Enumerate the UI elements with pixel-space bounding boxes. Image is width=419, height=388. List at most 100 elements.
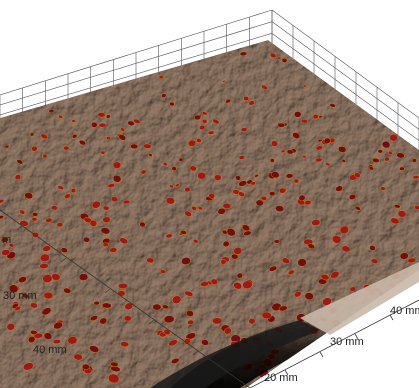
- red-spot: [0, 198, 5, 204]
- red-spot: [300, 119, 309, 124]
- red-spot: [293, 178, 299, 184]
- red-spot: [248, 318, 256, 325]
- red-spot: [162, 162, 168, 166]
- red-spot: [224, 327, 232, 335]
- red-spot: [243, 95, 249, 102]
- red-spot: [22, 293, 29, 299]
- red-spot: [399, 166, 405, 171]
- red-spot: [64, 193, 71, 199]
- red-spot: [63, 287, 72, 294]
- red-spot: [102, 216, 111, 223]
- red-spot: [124, 315, 132, 322]
- red-spot: [243, 230, 252, 236]
- red-spot: [372, 157, 380, 163]
- red-spot: [82, 363, 90, 370]
- red-spot: [325, 162, 331, 166]
- red-spot: [380, 186, 386, 191]
- red-spot: [407, 257, 417, 264]
- red-spot: [277, 56, 281, 60]
- red-spot: [273, 239, 280, 244]
- red-spot: [171, 358, 180, 364]
- red-spot: [288, 361, 299, 369]
- red-spot: [162, 304, 169, 310]
- red-spot: [271, 171, 280, 179]
- red-spot: [56, 222, 64, 228]
- red-spot: [41, 307, 52, 316]
- red-spot: [120, 341, 129, 348]
- red-spot: [280, 149, 286, 153]
- red-spot: [8, 284, 19, 293]
- red-spot: [102, 205, 110, 211]
- red-spot: [112, 174, 122, 183]
- red-spot: [172, 295, 182, 304]
- left-axis-label-top: m: [2, 234, 12, 246]
- red-spot: [307, 243, 315, 250]
- red-spot: [399, 252, 409, 260]
- red-spot: [6, 323, 15, 331]
- red-spot: [222, 202, 231, 209]
- red-spot: [73, 353, 83, 361]
- red-spot: [377, 149, 383, 154]
- red-spot: [304, 200, 312, 206]
- red-spot: [225, 99, 231, 104]
- red-spot: [183, 338, 191, 345]
- red-spot: [133, 118, 141, 125]
- red-spot: [323, 137, 331, 144]
- red-spot: [238, 191, 245, 197]
- red-spot: [348, 194, 357, 200]
- red-spot: [370, 258, 379, 264]
- red-spot: [0, 236, 9, 243]
- red-spot: [240, 127, 248, 132]
- grid-line: [0, 9, 273, 96]
- red-spot: [8, 243, 15, 248]
- red-spot: [384, 156, 390, 162]
- red-spot: [201, 111, 208, 116]
- red-spot: [235, 175, 241, 181]
- axis-tick: [354, 333, 359, 340]
- red-spot: [148, 153, 153, 157]
- red-spot: [127, 120, 135, 126]
- left-axis-label-30mm: 30 mm: [3, 290, 37, 302]
- red-spot: [160, 269, 166, 274]
- red-spot: [163, 315, 175, 324]
- red-spot: [239, 51, 247, 57]
- red-spot: [186, 310, 194, 317]
- red-spot: [89, 315, 99, 321]
- red-spot: [99, 317, 108, 325]
- red-spot: [102, 302, 112, 309]
- red-spot: [386, 353, 396, 361]
- red-spot: [119, 237, 129, 245]
- red-spot: [250, 181, 256, 186]
- red-spot: [70, 188, 77, 193]
- red-spot: [214, 174, 222, 181]
- red-spot: [33, 332, 43, 339]
- red-spot: [248, 100, 255, 106]
- red-spot: [318, 361, 330, 370]
- red-spot: [200, 281, 209, 287]
- red-spot: [109, 247, 118, 253]
- red-spot: [110, 361, 119, 367]
- red-spot: [197, 206, 203, 211]
- red-spot: [192, 239, 199, 244]
- red-spot: [382, 330, 389, 335]
- bottom-axis-label-20mm: 20 mm: [264, 372, 298, 384]
- red-spot: [407, 320, 416, 327]
- red-spot: [241, 224, 251, 232]
- red-spot: [78, 139, 86, 146]
- red-spot: [285, 173, 294, 179]
- red-spot: [45, 217, 53, 223]
- red-spot: [328, 374, 338, 384]
- red-spot: [238, 180, 247, 187]
- red-spot: [91, 200, 101, 209]
- red-spot: [40, 133, 48, 140]
- red-spot: [184, 186, 191, 193]
- red-spot: [152, 303, 162, 311]
- axis-tick: [148, 319, 155, 325]
- red-spot: [292, 132, 301, 139]
- red-spot: [199, 124, 206, 131]
- red-spot: [329, 353, 339, 361]
- red-spot: [341, 364, 353, 374]
- red-spot: [71, 119, 76, 123]
- red-spot: [42, 274, 53, 283]
- axis-tick: [104, 288, 111, 294]
